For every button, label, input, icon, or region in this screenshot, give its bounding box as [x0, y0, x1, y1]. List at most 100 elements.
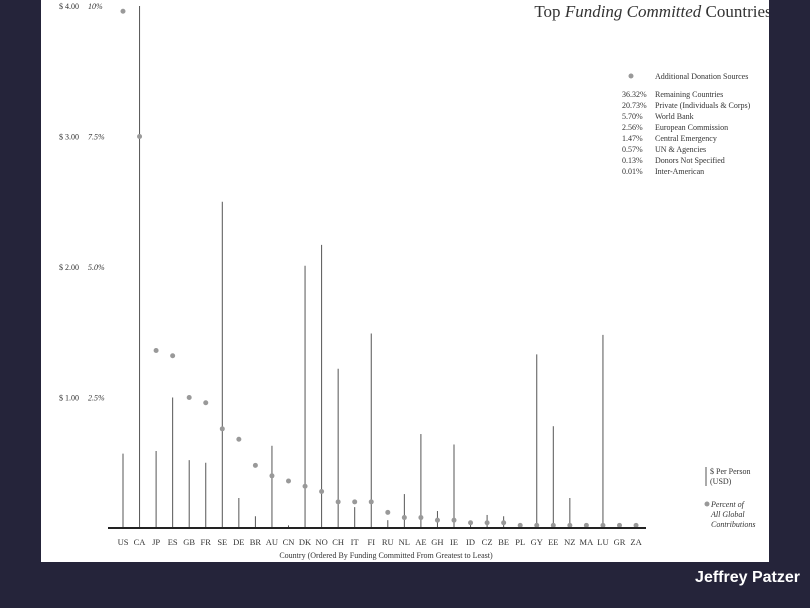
x-tick-label: EE	[548, 537, 558, 547]
legend-percent-dot-swatch	[704, 501, 710, 507]
percent-dot-gr	[617, 522, 622, 528]
source-percent: 20.73%	[622, 101, 647, 110]
percent-dot-ae	[418, 515, 424, 521]
percent-dot-de	[236, 436, 242, 442]
additional-sources-dot	[628, 73, 634, 79]
percent-dot-pl	[517, 522, 523, 528]
percent-dot-ee	[550, 522, 556, 528]
y-tick-percent: 10%	[88, 2, 103, 11]
source-label: Private (Individuals & Corps)	[655, 101, 751, 110]
x-tick-label: IE	[450, 537, 458, 547]
percent-dot-ch	[335, 499, 341, 505]
legend-percent-label: Contributions	[711, 520, 755, 529]
y-tick-percent: 7.5%	[88, 133, 105, 142]
y-tick-usd: $ 4.00	[59, 2, 79, 11]
x-tick-label: SE	[217, 537, 227, 547]
percent-dot-nl	[401, 515, 407, 521]
source-label: Donors Not Specified	[655, 156, 725, 165]
chart-title-part: Countries	[701, 2, 769, 21]
percent-dot-gy	[534, 522, 540, 528]
legend-percent-label: Percent of	[710, 500, 746, 509]
percent-dot-be	[501, 520, 507, 526]
percent-dot-cn	[286, 478, 291, 484]
source-percent: 5.70%	[622, 112, 643, 121]
chart: Top Funding Committed Countries $ 1.00 2.…	[59, 2, 769, 560]
source-label: UN & Agencies	[655, 145, 706, 154]
y-tick-percent: 2.5%	[88, 394, 105, 403]
x-tick-label: CH	[332, 537, 344, 547]
chart-panel: Top Funding Committed Countries $ 1.00 2.…	[41, 0, 769, 562]
x-tick-label: GY	[531, 537, 543, 547]
chart-title: Top Funding Committed Countries	[534, 2, 769, 21]
x-tick-label: GH	[431, 537, 443, 547]
additional-sources-label: Additional Donation Sources	[655, 72, 748, 81]
x-tick-label: ZA	[630, 537, 642, 547]
x-tick-label: FI	[367, 537, 375, 547]
source-percent: 0.13%	[622, 156, 643, 165]
percent-dot-jp	[153, 348, 159, 354]
x-tick-label: GB	[183, 537, 195, 547]
x-tick-label: FR	[201, 537, 212, 547]
legend-percent-label: All Global	[710, 510, 745, 519]
source-percent: 0.01%	[622, 167, 643, 176]
legend-usd-label: (USD)	[710, 477, 732, 486]
x-tick-label: NO	[315, 537, 327, 547]
usd-series	[122, 6, 637, 528]
y-axis: $ 1.00 2.5% $ 2.00 5.0% $ 3.00 7.5% $ 4.00 10%	[59, 2, 105, 403]
percent-dot-nz	[567, 522, 573, 528]
source-percent: 1.47%	[622, 134, 643, 143]
y-tick-usd: $ 1.00	[59, 394, 79, 403]
x-axis-label: Country (Ordered By Funding Committed Fr…	[279, 551, 493, 560]
x-tick-label: PL	[515, 537, 525, 547]
percent-dot-ie	[451, 517, 457, 523]
percent-dot-gb	[186, 395, 192, 400]
percent-dot-no	[319, 488, 325, 494]
source-label: Remaining Countries	[655, 90, 723, 99]
source-label: Central Emergency	[655, 134, 717, 143]
x-tick-label: BR	[250, 537, 262, 547]
additional-sources-legend: Additional Donation Sources 36.32% Remaini…	[622, 72, 751, 176]
percent-dot-it	[352, 499, 358, 505]
x-tick-label: BE	[498, 537, 509, 547]
percent-dot-lu	[600, 522, 606, 528]
percent-series	[120, 8, 639, 528]
source-label: European Commission	[655, 123, 728, 132]
x-tick-label: GR	[614, 537, 626, 547]
chart-title-part: Top	[534, 2, 564, 21]
source-percent: 2.56%	[622, 123, 643, 132]
percent-dot-ca	[137, 134, 143, 139]
x-tick-label: US	[118, 537, 129, 547]
percent-dot-us	[120, 8, 126, 14]
percent-dot-au	[269, 473, 275, 479]
x-tick-label: MA	[580, 537, 595, 547]
y-tick-percent: 5.0%	[88, 263, 105, 272]
x-tick-label: NL	[399, 537, 410, 547]
source-percent: 0.57%	[622, 145, 643, 154]
y-tick-usd: $ 2.00	[59, 263, 79, 272]
x-tick-label: ID	[466, 537, 475, 547]
x-tick-label: CZ	[482, 537, 493, 547]
percent-dot-fr	[203, 400, 209, 406]
percent-dot-br	[252, 462, 258, 468]
x-tick-label: LU	[597, 537, 608, 547]
percent-dot-ma	[583, 522, 589, 528]
source-percent: 36.32%	[622, 90, 647, 99]
x-tick-label: DE	[233, 537, 244, 547]
legend-usd-label: $ Per Person	[710, 467, 750, 476]
percent-dot-es	[170, 353, 176, 359]
source-label: Inter-American	[655, 167, 704, 176]
x-tick-label: NZ	[564, 537, 575, 547]
x-tick-label: ES	[168, 537, 178, 547]
percent-dot-ru	[385, 509, 391, 515]
x-tick-label: AE	[415, 537, 426, 547]
x-tick-label: RU	[382, 537, 394, 547]
percent-dot-gh	[434, 517, 440, 523]
percent-dot-dk	[302, 483, 308, 489]
chart-title-part: Funding Committed	[564, 2, 702, 21]
x-tick-label: AU	[266, 537, 278, 547]
x-axis-tick-labels: US CA JP ES GB FR SE DE BR AU CN DK NO CH IT FI RU NL AE GH…	[118, 537, 643, 547]
percent-dot-cz	[484, 520, 490, 526]
x-tick-label: CN	[283, 537, 295, 547]
percent-dot-za	[633, 522, 639, 528]
